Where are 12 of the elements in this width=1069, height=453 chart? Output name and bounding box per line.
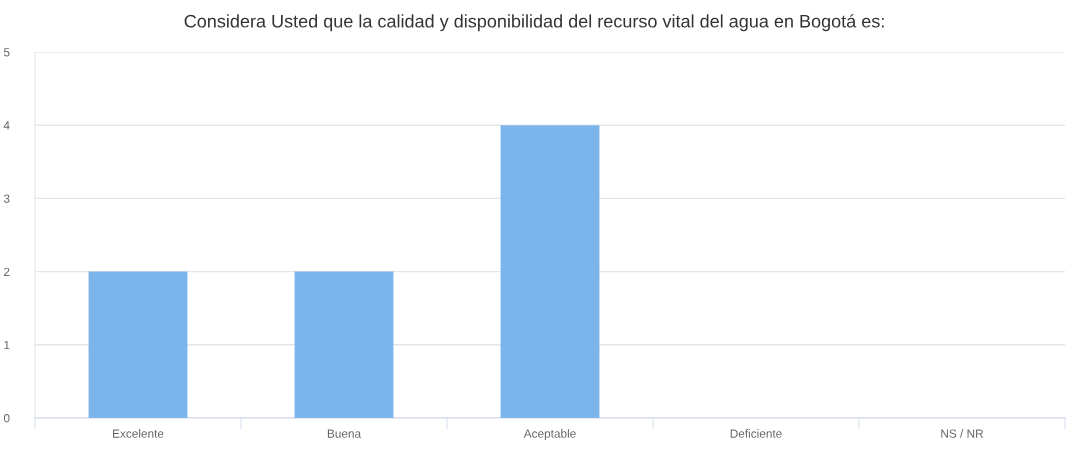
x-tick-label: Buena bbox=[327, 429, 362, 438]
y-tick-label: 5 bbox=[3, 48, 10, 57]
x-tick-label: Aceptable bbox=[523, 429, 576, 441]
y-tick-label: 3 bbox=[3, 194, 10, 203]
y-tick-label: 4 bbox=[3, 121, 10, 130]
y-tick-label: 2 bbox=[4, 267, 10, 276]
y-tick-label: 0 bbox=[3, 414, 10, 423]
chart-title: Considera Usted que la calidad y disponibilidad del recurso vital del agua en Bogotá es: bbox=[184, 14, 884, 32]
x-tick-label: Deficiente bbox=[730, 429, 782, 438]
x-tick-label: NS / NR bbox=[941, 429, 984, 438]
y-tick-label: 1 bbox=[4, 340, 10, 350]
x-tick-label: Excelente bbox=[113, 429, 164, 438]
